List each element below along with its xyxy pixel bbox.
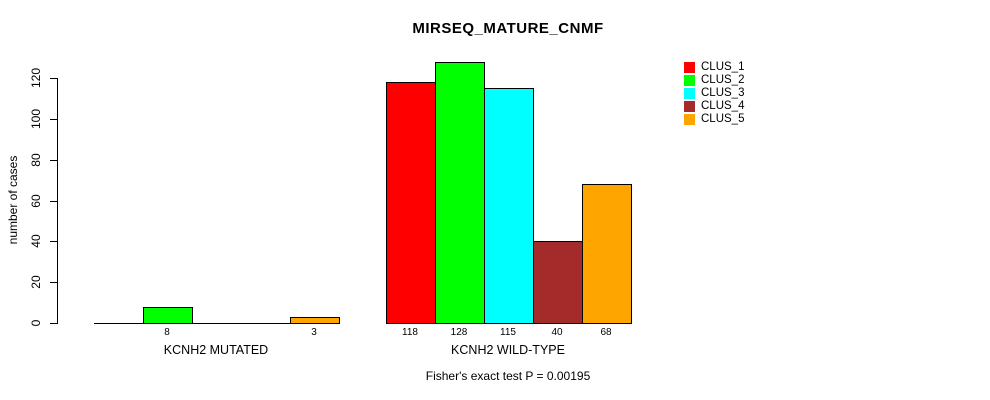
bar-clus_3-2 <box>483 88 534 324</box>
x-category-label: KCNH2 MUTATED <box>163 343 269 357</box>
y-tick <box>50 241 57 243</box>
legend-swatch-clus_5 <box>684 114 695 125</box>
bar-value-label: 40 <box>551 327 563 338</box>
legend-label: CLUS_3 <box>701 87 745 99</box>
bar-clus_5-2 <box>581 184 632 324</box>
y-tick-label: 80 <box>29 152 43 167</box>
y-axis-label: number of cases <box>6 155 20 245</box>
bar-value-label: 8 <box>164 327 170 338</box>
y-tick-label: 40 <box>29 234 43 249</box>
y-tick <box>50 323 57 324</box>
x-category-label: KCNH2 WILD-TYPE <box>451 343 565 357</box>
bar-value-label: 68 <box>600 327 612 338</box>
legend-label: CLUS_4 <box>701 100 745 112</box>
legend-swatch-clus_4 <box>684 101 695 112</box>
bar-clus_2-1 <box>142 306 193 324</box>
y-tick <box>50 118 57 120</box>
y-tick <box>50 282 57 284</box>
y-tick <box>50 78 57 79</box>
legend-label: CLUS_5 <box>701 113 745 125</box>
y-tick-label: 20 <box>29 275 43 289</box>
bar-value-label: 118 <box>402 327 418 338</box>
y-tick-label: 60 <box>29 193 43 208</box>
legend-label: CLUS_1 <box>701 61 745 73</box>
bar-clus_2-2 <box>434 61 485 324</box>
legend-swatch-clus_1 <box>684 62 695 73</box>
legend-swatch-clus_2 <box>684 75 695 86</box>
y-tick-label: 100 <box>29 108 43 129</box>
y-tick-label: 120 <box>29 67 43 89</box>
bar-value-label: 115 <box>500 327 516 338</box>
chart-title: MIRSEQ_MATURE_CNMF <box>412 20 604 37</box>
zero-baseline <box>93 323 339 324</box>
legend-label: CLUS_2 <box>701 74 745 86</box>
y-axis-line <box>57 78 58 324</box>
bar-clus_4-2 <box>532 241 583 324</box>
legend-swatch-clus_3 <box>684 88 695 99</box>
bar-value-label: 3 <box>311 327 317 338</box>
fisher-test-footnote: Fisher's exact test P = 0.00195 <box>425 369 591 383</box>
bar-clus_1-2 <box>385 82 436 324</box>
y-tick <box>50 159 57 161</box>
y-tick <box>50 200 57 202</box>
bar-clus_5-1 <box>289 316 340 324</box>
bar-value-label: 128 <box>450 327 468 338</box>
y-tick-label: 0 <box>29 319 43 327</box>
